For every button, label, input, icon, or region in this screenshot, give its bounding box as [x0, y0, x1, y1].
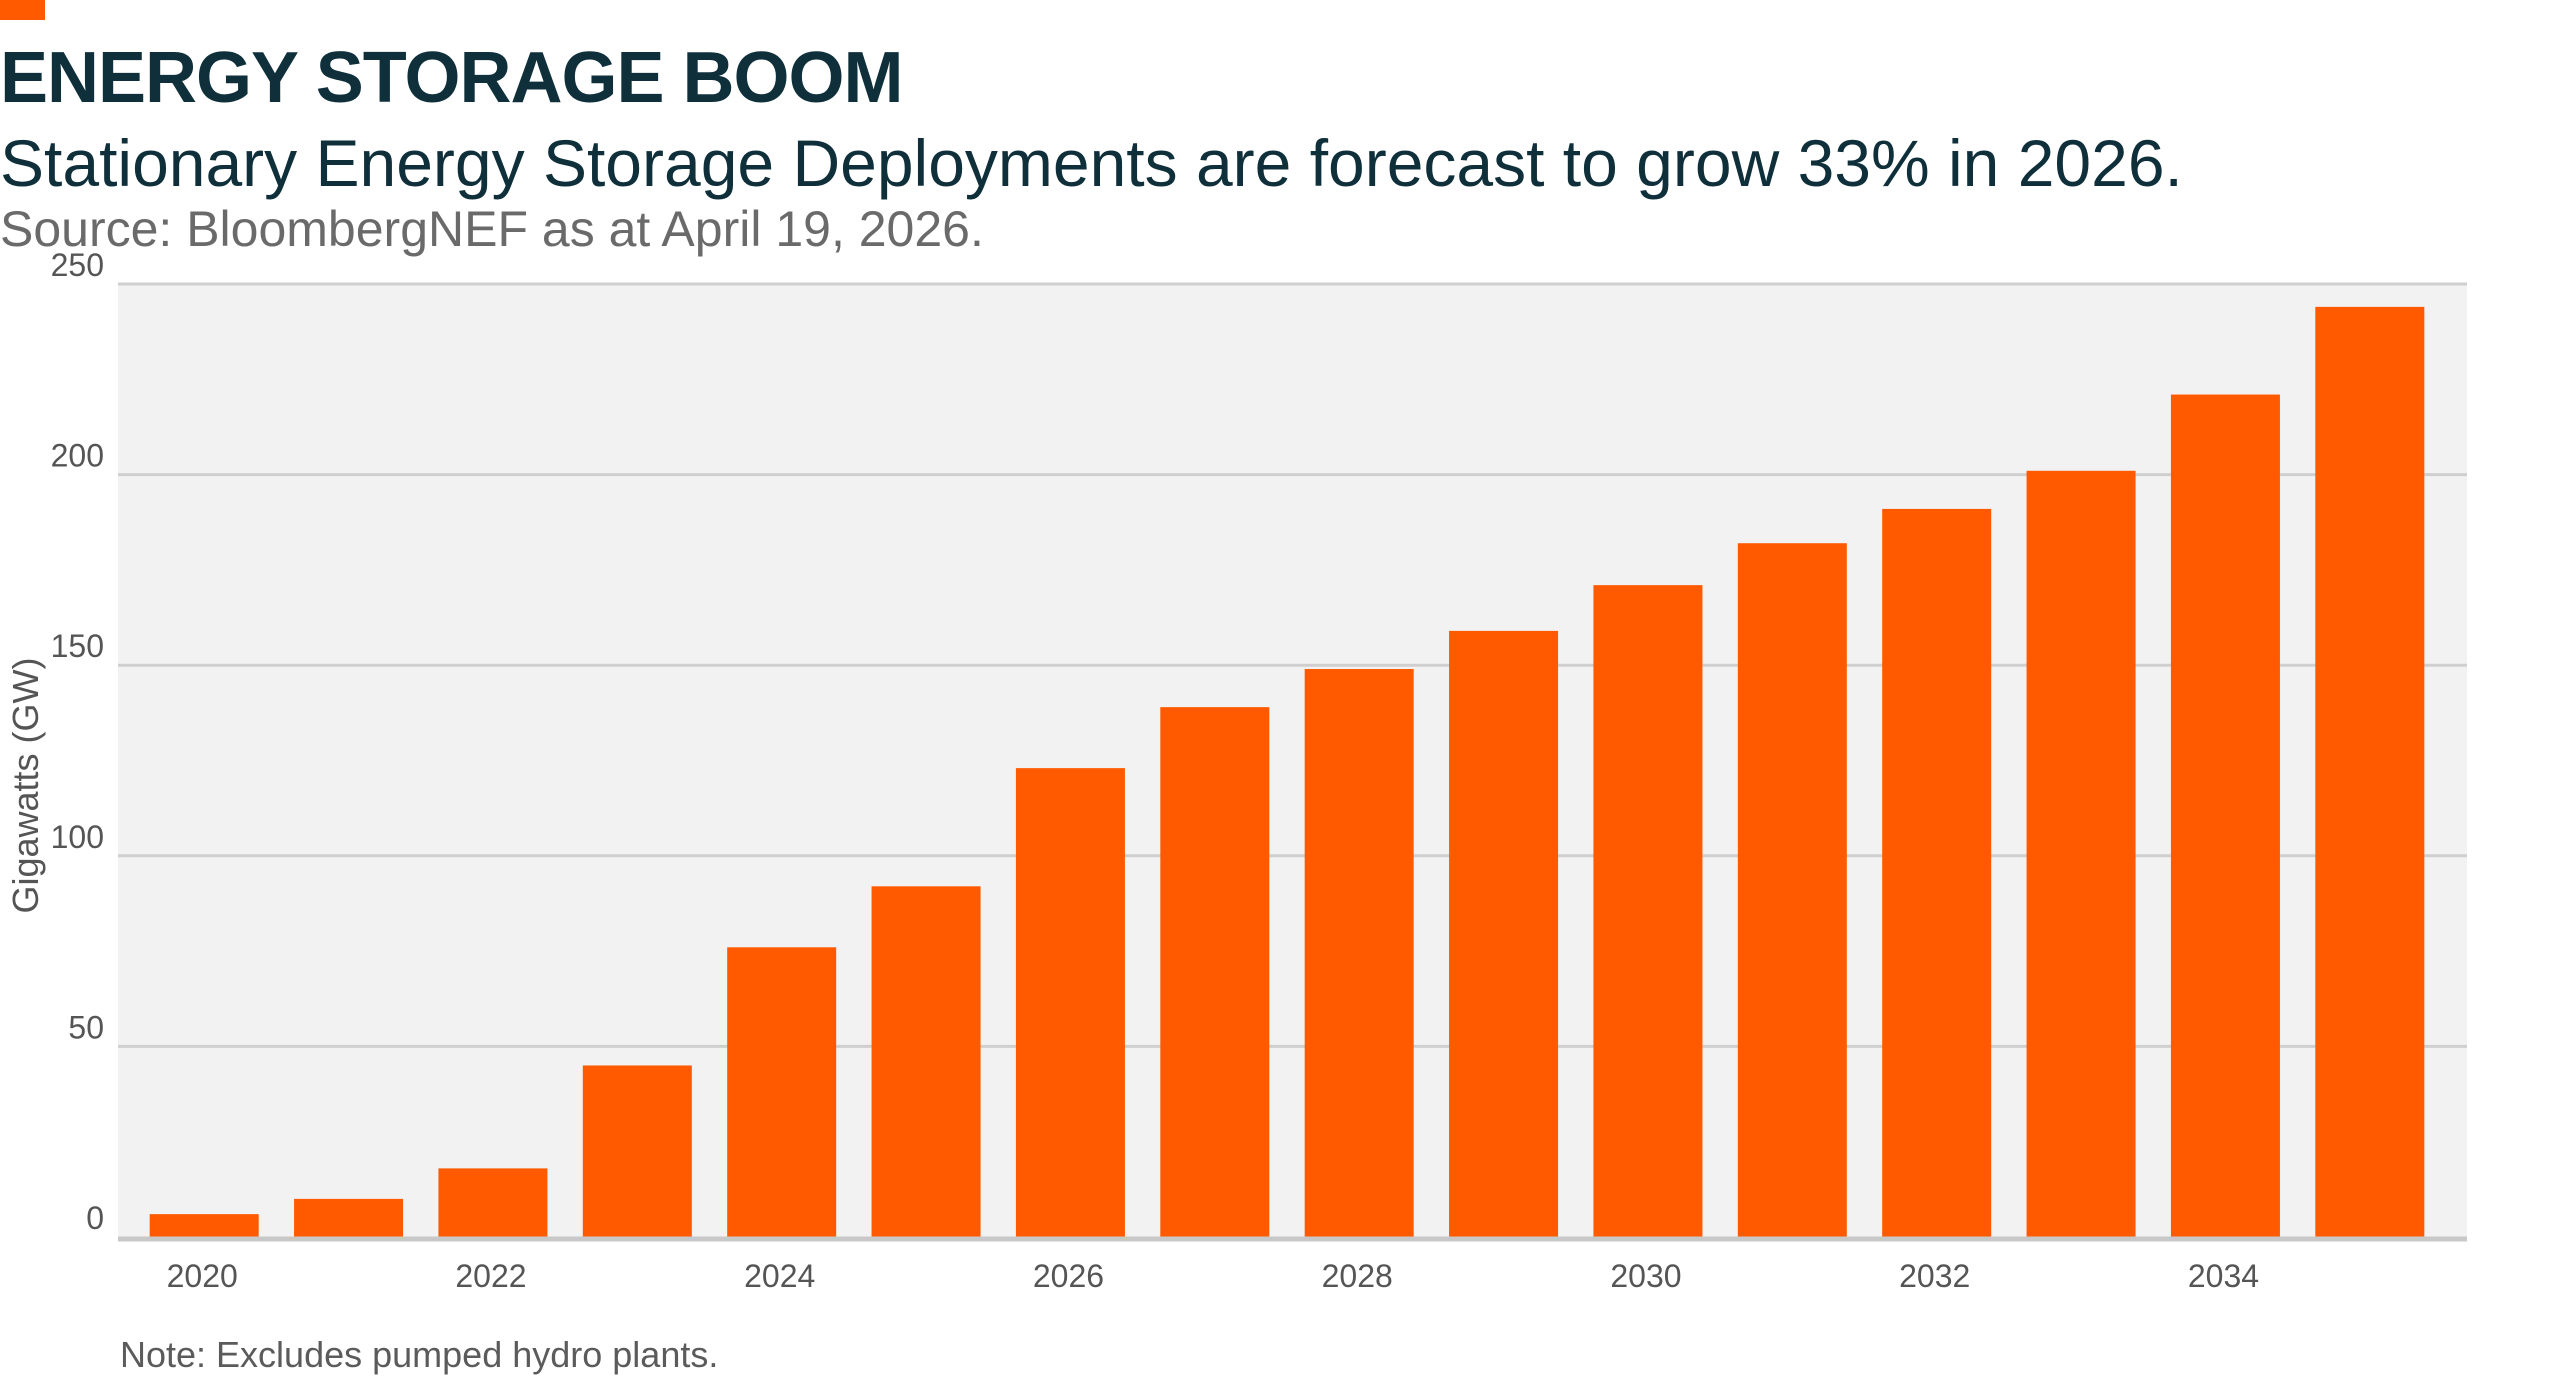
x-tick-label: 2024: [744, 1258, 815, 1294]
x-tick-label: 2020: [167, 1258, 238, 1294]
bar-2028: [1304, 669, 1414, 1237]
bar-2025: [871, 886, 981, 1237]
y-tick-label: 200: [51, 438, 104, 474]
bar-2024: [727, 947, 837, 1237]
x-tick-label: 2028: [1322, 1258, 1393, 1294]
x-tick-label: 2022: [455, 1258, 526, 1294]
chart-title: ENERGY STORAGE BOOM: [0, 38, 903, 118]
x-axis-ticks: 2020 2022 2024 2026 2028 2030 2032 2034: [167, 1258, 2259, 1294]
y-tick-label: 100: [51, 819, 104, 855]
bars: [149, 306, 2425, 1238]
bar-2023: [582, 1065, 692, 1237]
y-axis-ticks: 0 50 100 150 200 250: [51, 247, 104, 1236]
y-tick-label: 250: [51, 247, 104, 283]
chart-subtitle: Stationary Energy Storage Deployments ar…: [0, 126, 2183, 200]
bar-2021: [294, 1198, 404, 1237]
accent-marker: [0, 0, 45, 20]
footnote: Note: Excludes pumped hydro plants.: [120, 1334, 719, 1375]
bar-2035: [2315, 306, 2425, 1237]
bar-2022: [438, 1168, 548, 1237]
bar-2031: [1737, 543, 1847, 1237]
source-line: Source: BloombergNEF as at April 19, 202…: [0, 201, 984, 257]
y-tick-label: 0: [86, 1200, 104, 1236]
bar-2027: [1160, 707, 1270, 1237]
x-tick-label: 2030: [1610, 1258, 1681, 1294]
x-tick-label: 2032: [1899, 1258, 1970, 1294]
x-tick-label: 2026: [1033, 1258, 1104, 1294]
y-tick-label: 150: [51, 628, 104, 664]
bar-2033: [2026, 470, 2136, 1238]
bar-2032: [1882, 508, 1992, 1238]
bar-2026: [1015, 768, 1125, 1237]
bar-2034: [2170, 394, 2280, 1238]
y-axis-title: Gigawatts (GW): [5, 657, 46, 913]
x-tick-label: 2034: [2188, 1258, 2259, 1294]
bar-2030: [1593, 585, 1703, 1237]
y-tick-label: 50: [68, 1009, 104, 1045]
bar-2029: [1449, 630, 1559, 1237]
bar-2020: [149, 1214, 259, 1237]
